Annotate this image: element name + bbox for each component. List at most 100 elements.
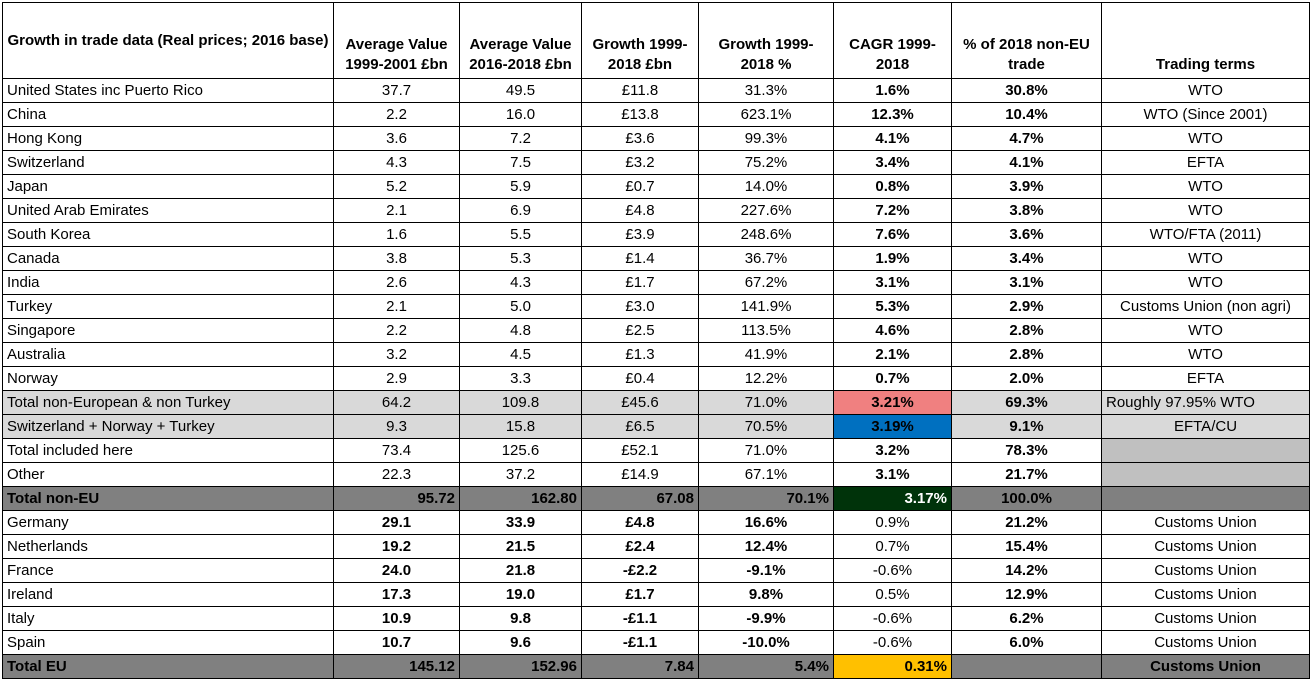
avg-1999-2001-cell: 19.2 (333, 534, 460, 559)
share-non-eu-cell (951, 654, 1102, 679)
avg-1999-2001-cell: 95.72 (333, 486, 460, 511)
growth-bn-cell: £3.9 (581, 222, 699, 247)
avg-2016-2018-cell: 49.5 (459, 78, 582, 103)
growth-bn-cell: £13.8 (581, 102, 699, 127)
trading-terms-cell (1101, 438, 1310, 463)
growth-pct-cell: 16.6% (698, 510, 834, 535)
share-non-eu-cell: 69.3% (951, 390, 1102, 415)
growth-bn-cell: £1.7 (581, 582, 699, 607)
avg-1999-2001-cell: 29.1 (333, 510, 460, 535)
country-name-cell: Turkey (2, 294, 334, 319)
share-non-eu-cell: 6.0% (951, 630, 1102, 655)
growth-pct-cell: 113.5% (698, 318, 834, 343)
trading-terms-cell: WTO (1101, 246, 1310, 271)
table-row: South Korea 1.6 5.5 £3.9 248.6% 7.6% 3.6% WTO/F… (2, 222, 1310, 247)
eu-row: Italy 10.9 9.8 -£1.1 -9.9% -0.6% 6.2% Customs U… (2, 606, 1310, 631)
avg-2016-2018-cell: 125.6 (459, 438, 582, 463)
trading-terms-cell: Customs Union (1101, 510, 1310, 535)
cagr-cell: 3.2% (833, 438, 952, 463)
growth-bn-cell: -£1.1 (581, 630, 699, 655)
share-non-eu-cell: 3.8% (951, 198, 1102, 223)
growth-pct-cell: -10.0% (698, 630, 834, 655)
trading-terms-cell: WTO/FTA (2011) (1101, 222, 1310, 247)
table-row: China 2.2 16.0 £13.8 623.1% 12.3% 10.4% WTO (Si… (2, 102, 1310, 127)
avg-1999-2001-cell: 1.6 (333, 222, 460, 247)
header-growth-pct: Growth 1999-2018 % (698, 2, 834, 79)
cagr-cell: 3.21% (833, 390, 952, 415)
trading-terms-cell: WTO (1101, 342, 1310, 367)
country-name-cell: France (2, 558, 334, 583)
cagr-cell: 0.7% (833, 366, 952, 391)
country-name-cell: Spain (2, 630, 334, 655)
avg-2016-2018-cell: 9.6 (459, 630, 582, 655)
trading-terms-cell: WTO (1101, 198, 1310, 223)
country-name-cell: Total non-European & non Turkey (2, 390, 334, 415)
trading-terms-cell: WTO (1101, 174, 1310, 199)
growth-bn-cell: £1.7 (581, 270, 699, 295)
growth-bn-cell: £11.8 (581, 78, 699, 103)
avg-1999-2001-cell: 5.2 (333, 174, 460, 199)
cagr-cell: 7.2% (833, 198, 952, 223)
country-name-cell: India (2, 270, 334, 295)
trading-terms-cell: WTO (1101, 126, 1310, 151)
growth-bn-cell: £4.8 (581, 198, 699, 223)
share-non-eu-cell: 4.1% (951, 150, 1102, 175)
table-row: United States inc Puerto Rico 37.7 49.5 £11… (2, 78, 1310, 103)
summary-row: Other 22.3 37.2 £14.9 67.1% 3.1% 21.7% (2, 462, 1310, 487)
country-name-cell: Norway (2, 366, 334, 391)
country-name-cell: Germany (2, 510, 334, 535)
country-name-cell: South Korea (2, 222, 334, 247)
growth-pct-cell: 623.1% (698, 102, 834, 127)
eu-row: Netherlands 19.2 21.5 £2.4 12.4% 0.7% 15.4% Cus… (2, 534, 1310, 559)
trading-terms-cell: WTO (Since 2001) (1101, 102, 1310, 127)
avg-2016-2018-cell: 37.2 (459, 462, 582, 487)
trading-terms-cell (1101, 462, 1310, 487)
cagr-cell: 0.9% (833, 510, 952, 535)
share-non-eu-cell: 3.4% (951, 246, 1102, 271)
avg-1999-2001-cell: 73.4 (333, 438, 460, 463)
cagr-cell: 4.6% (833, 318, 952, 343)
avg-2016-2018-cell: 5.5 (459, 222, 582, 247)
growth-pct-cell: 12.2% (698, 366, 834, 391)
avg-1999-2001-cell: 2.6 (333, 270, 460, 295)
country-name-cell: Australia (2, 342, 334, 367)
avg-2016-2018-cell: 21.8 (459, 558, 582, 583)
trading-terms-cell (1101, 486, 1310, 511)
growth-pct-cell: 71.0% (698, 438, 834, 463)
growth-bn-cell: £3.0 (581, 294, 699, 319)
header-cagr: CAGR 1999-2018 (833, 2, 952, 79)
avg-1999-2001-cell: 2.2 (333, 102, 460, 127)
share-non-eu-cell: 6.2% (951, 606, 1102, 631)
trading-terms-cell: Customs Union (1101, 534, 1310, 559)
growth-pct-cell: 14.0% (698, 174, 834, 199)
share-non-eu-cell: 2.0% (951, 366, 1102, 391)
trading-terms-cell: Customs Union (1101, 630, 1310, 655)
share-non-eu-cell: 100.0% (951, 486, 1102, 511)
growth-pct-cell: 141.9% (698, 294, 834, 319)
country-name-cell: United Arab Emirates (2, 198, 334, 223)
trading-terms-cell: Customs Union (1101, 558, 1310, 583)
trading-terms-cell: WTO (1101, 78, 1310, 103)
growth-pct-cell: 9.8% (698, 582, 834, 607)
avg-2016-2018-cell: 21.5 (459, 534, 582, 559)
cagr-cell: 5.3% (833, 294, 952, 319)
cagr-cell: 0.31% (833, 654, 952, 679)
cagr-cell: 0.7% (833, 534, 952, 559)
header-growth-bn: Growth 1999-2018 £bn (581, 2, 699, 79)
trading-terms-cell: WTO (1101, 270, 1310, 295)
header-country: Growth in trade data (Real prices; 2016 … (2, 2, 334, 79)
growth-pct-cell: 41.9% (698, 342, 834, 367)
header-trading-terms: Trading terms (1101, 2, 1310, 79)
avg-2016-2018-cell: 5.0 (459, 294, 582, 319)
growth-bn-cell: £6.5 (581, 414, 699, 439)
country-name-cell: Japan (2, 174, 334, 199)
cagr-cell: -0.6% (833, 606, 952, 631)
growth-bn-cell: £2.4 (581, 534, 699, 559)
country-name-cell: Singapore (2, 318, 334, 343)
cagr-cell: 3.4% (833, 150, 952, 175)
country-name-cell: Hong Kong (2, 126, 334, 151)
avg-1999-2001-cell: 17.3 (333, 582, 460, 607)
growth-bn-cell: £1.3 (581, 342, 699, 367)
cagr-cell: 1.9% (833, 246, 952, 271)
share-non-eu-cell: 9.1% (951, 414, 1102, 439)
